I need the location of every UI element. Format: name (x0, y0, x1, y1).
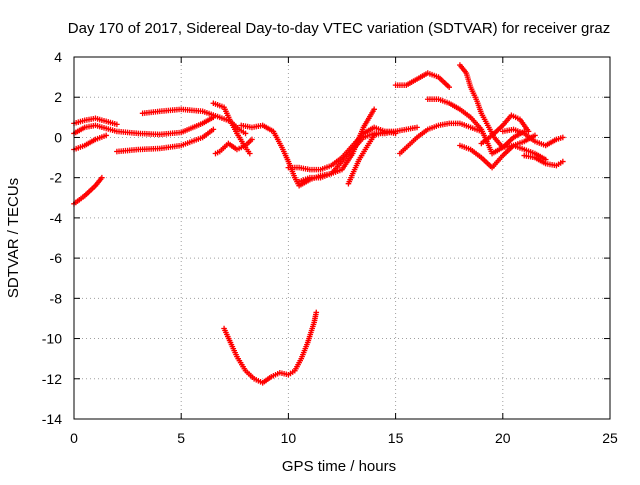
x-tick-label: 20 (495, 430, 511, 446)
y-tick-label: -2 (50, 170, 63, 186)
x-tick-label: 0 (70, 430, 78, 446)
data-series-track-18 (478, 112, 532, 147)
data-point (99, 174, 105, 181)
y-tick-label: -4 (50, 210, 63, 226)
data-series-track-5 (114, 126, 217, 155)
y-tick-label: -8 (50, 290, 63, 306)
data-point (210, 126, 217, 133)
chart-title: Day 170 of 2017, Sidereal Day-to-day VTE… (68, 20, 610, 37)
x-tick-label: 25 (602, 430, 618, 446)
x-tick-label: 5 (177, 430, 185, 446)
y-tick-label: 2 (54, 89, 62, 105)
x-tick-label: 10 (281, 430, 297, 446)
x-axis-label: GPS time / hours (282, 458, 396, 475)
data-series-track-1 (71, 174, 105, 207)
data-series-track-21 (221, 309, 320, 386)
y-tick-label: 4 (54, 49, 62, 65)
data-point (525, 128, 532, 135)
data-series-track-8 (212, 136, 255, 157)
axis-ticks: 0 5 10 15 20 25 -14 -12 -10 -8 -6 -4 -2 0 2 4 (42, 49, 618, 446)
data-series-track-20 (521, 152, 566, 169)
data-point (247, 150, 253, 157)
x-tick-label: 15 (388, 430, 404, 446)
plot-frame (73, 56, 611, 420)
data-point (114, 121, 120, 128)
data-point (560, 134, 566, 141)
data-series-track-13 (392, 70, 452, 90)
data-series-track-12 (345, 124, 420, 187)
data-point (249, 136, 255, 143)
data-point (313, 309, 320, 316)
data-point (414, 124, 420, 131)
grid (74, 57, 610, 419)
data-series-track-17 (457, 142, 549, 171)
y-axis-label: SDTVAR / TECUs (5, 178, 22, 298)
data-point (242, 130, 249, 137)
data-point (371, 106, 377, 113)
data-point (446, 84, 452, 90)
y-tick-label: 0 (54, 129, 62, 145)
y-tick-label: -12 (42, 371, 62, 387)
data-point (103, 132, 109, 139)
y-tick-label: -6 (50, 250, 63, 266)
y-tick-label: -14 (42, 411, 62, 427)
data-point (560, 158, 566, 165)
data-point (532, 132, 538, 139)
data-series-track-7 (210, 100, 253, 157)
data-series-track-19 (500, 126, 566, 149)
y-tick-label: -10 (42, 331, 62, 347)
data-points (71, 62, 566, 386)
